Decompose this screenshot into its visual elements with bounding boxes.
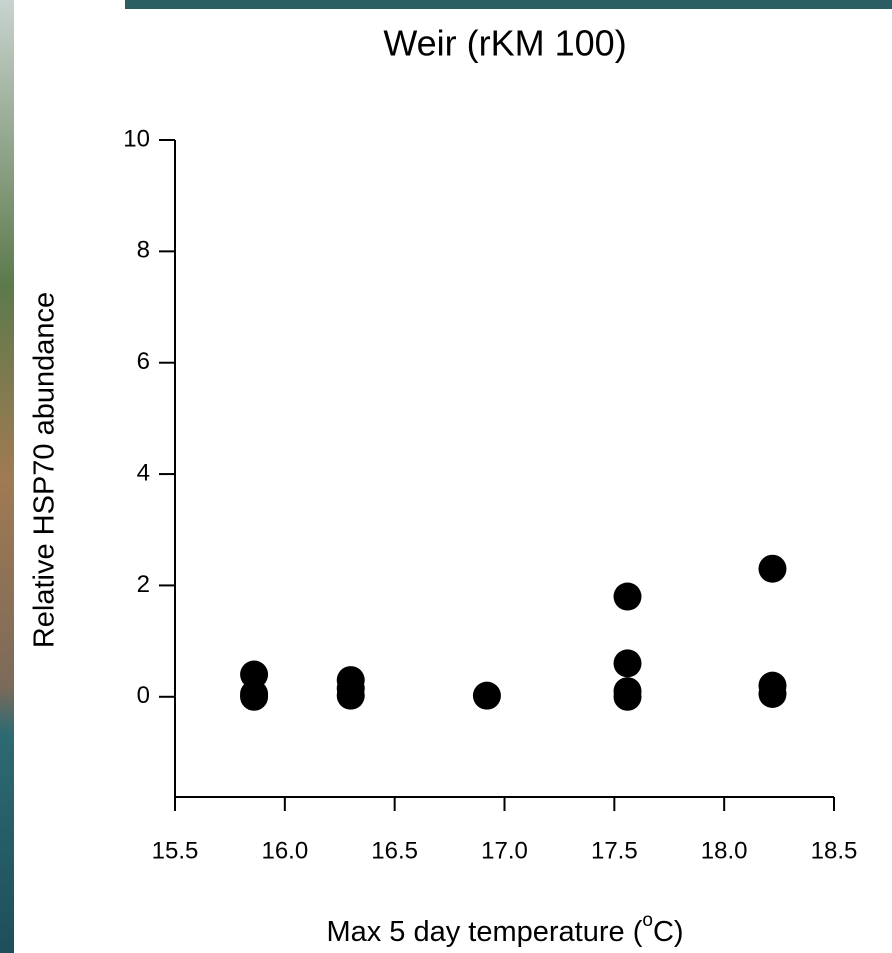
y-tick-label: 10 (123, 125, 150, 152)
point (758, 679, 787, 708)
y-tick-label: 0 (137, 682, 150, 709)
x-tick-label: 18.5 (811, 837, 858, 864)
x-label-suffix: C) (653, 916, 684, 948)
x-tick-label: 16.5 (371, 837, 418, 864)
y-tick-label: 2 (137, 571, 150, 598)
point (472, 681, 501, 710)
x-axis-label: Max 5 day temperature (oC) (326, 910, 683, 948)
point (336, 681, 365, 710)
x-tick-label: 16.0 (261, 837, 308, 864)
point (613, 682, 642, 711)
point (613, 649, 642, 678)
top-band (125, 0, 892, 9)
y-tick-label: 4 (137, 459, 150, 486)
chart-title: Weir (rKM 100) (383, 23, 626, 64)
x-tick-label: 17.0 (481, 837, 528, 864)
y-tick-label: 8 (137, 237, 150, 264)
point (758, 554, 787, 583)
x-tick-label: 18.0 (701, 837, 748, 864)
x-tick-label: 15.5 (152, 837, 199, 864)
y-axis-label: Relative HSP70 abundance (29, 292, 61, 648)
point (240, 682, 269, 711)
background-photo (0, 0, 14, 953)
point (613, 582, 642, 611)
y-tick-label: 6 (137, 348, 150, 375)
x-label-text: Max 5 day temperature ( (326, 916, 642, 948)
point (240, 660, 269, 689)
x-label-superscript: o (642, 910, 653, 931)
x-tick-label: 17.5 (591, 837, 638, 864)
